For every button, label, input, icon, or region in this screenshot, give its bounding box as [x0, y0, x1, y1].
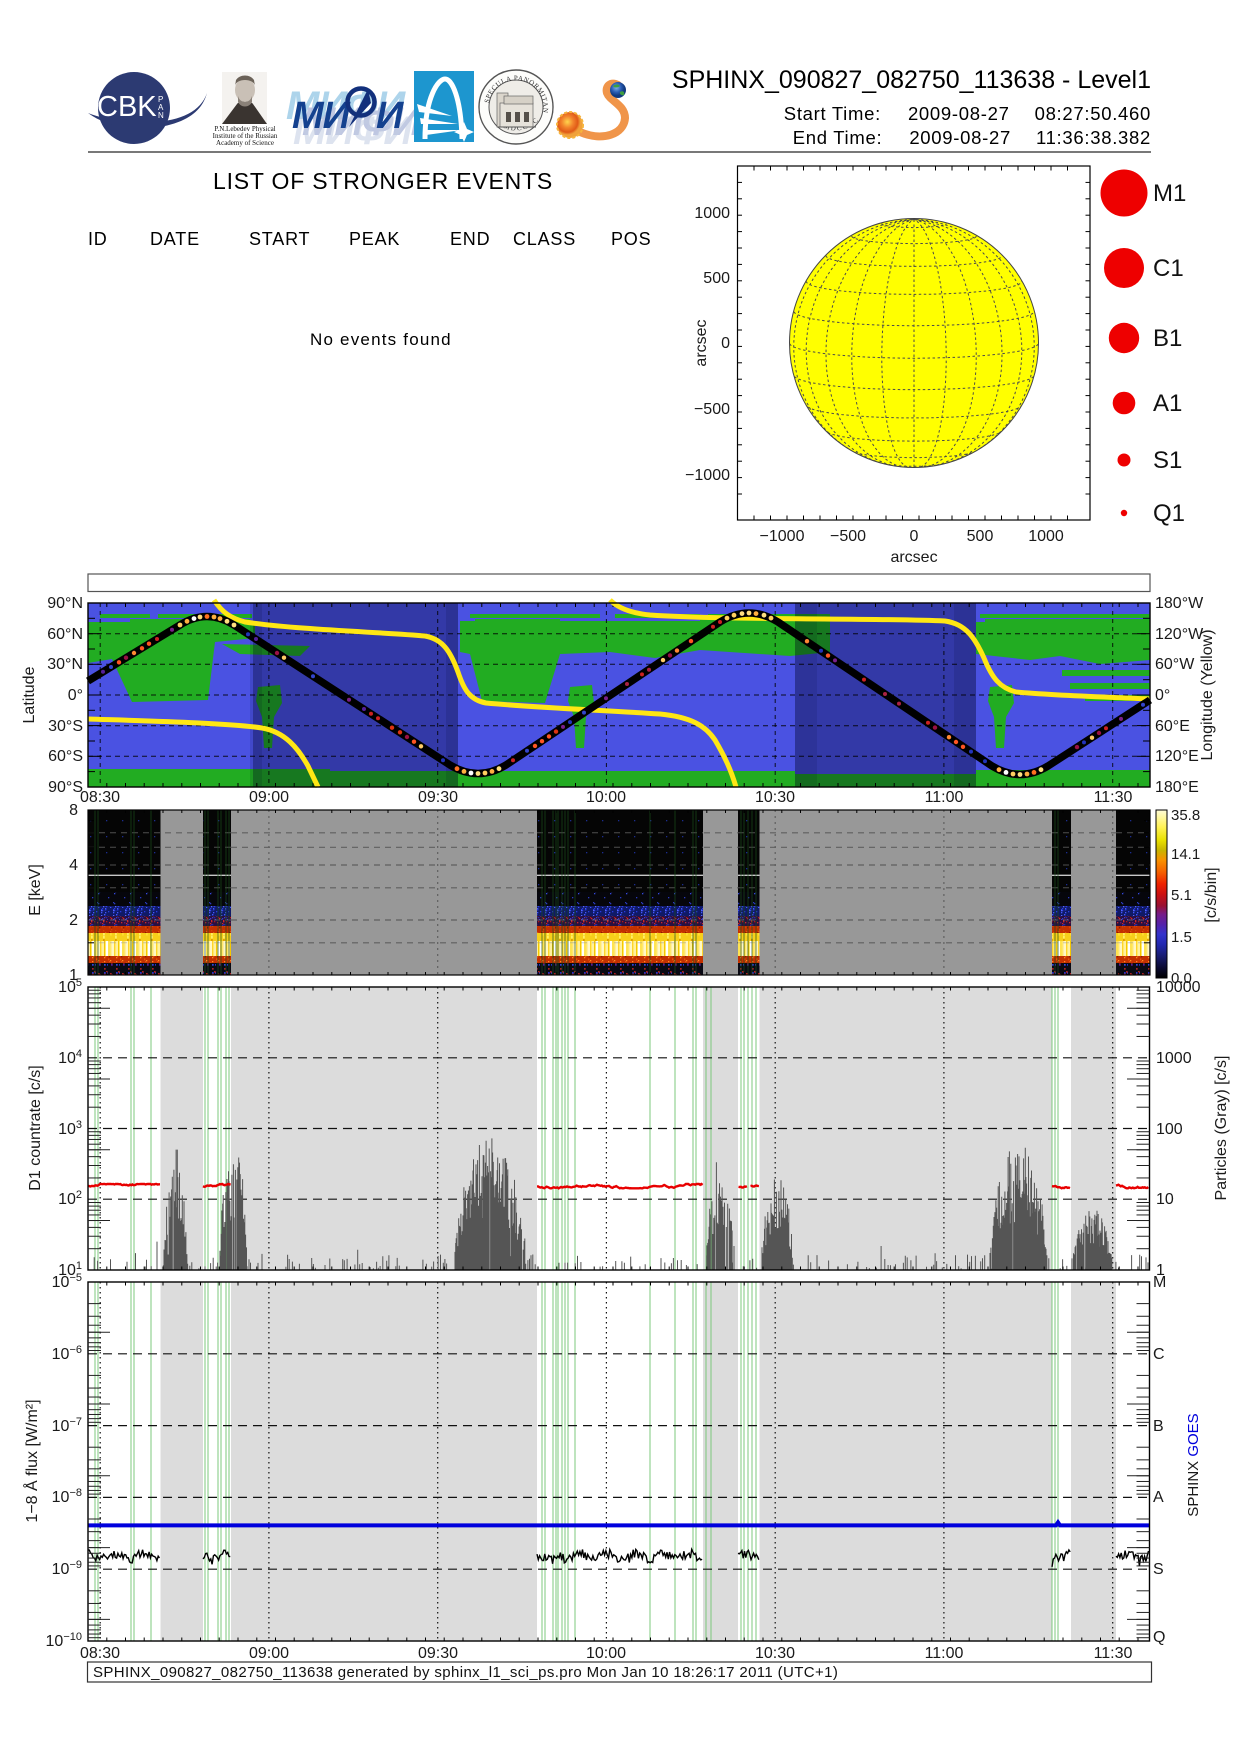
svg-text:A1: A1 — [1153, 390, 1182, 417]
svg-text:P: P — [158, 95, 163, 104]
svg-text:09:00: 09:00 — [249, 1645, 289, 1662]
svg-text:120°E: 120°E — [1155, 748, 1199, 765]
svg-text:0: 0 — [721, 335, 730, 352]
svg-text:10:00: 10:00 — [586, 1645, 626, 1662]
svg-text:0.0: 0.0 — [1171, 970, 1192, 987]
svg-text:08:30: 08:30 — [80, 789, 120, 806]
svg-text:4: 4 — [69, 857, 78, 874]
svg-text:100: 100 — [1156, 1121, 1183, 1138]
svg-text:0: 0 — [910, 528, 919, 545]
svg-text:8: 8 — [69, 802, 78, 819]
svg-text:Academy of Science: Academy of Science — [216, 139, 274, 147]
svg-text:500: 500 — [967, 528, 994, 545]
svg-text:180°E: 180°E — [1155, 779, 1199, 796]
svg-text:10:30: 10:30 — [755, 789, 795, 806]
svg-text:1: 1 — [1156, 1262, 1165, 1279]
svg-text:0°: 0° — [1155, 687, 1170, 704]
svg-text:[c/s/bin]: [c/s/bin] — [1203, 867, 1220, 922]
svg-text:Q: Q — [1153, 1629, 1165, 1646]
svg-text:180°W: 180°W — [1155, 595, 1204, 612]
svg-text:SPHINX_090827_082750_113638 ge: SPHINX_090827_082750_113638 generated by… — [93, 1664, 838, 1681]
svg-text:14.1: 14.1 — [1171, 846, 1200, 863]
svg-text:Particles (Gray) [c/s]: Particles (Gray) [c/s] — [1213, 1056, 1230, 1201]
svg-text:09:00: 09:00 — [249, 789, 289, 806]
svg-text:10−6: 10−6 — [52, 1344, 82, 1363]
svg-text:arcsec: arcsec — [693, 319, 710, 366]
svg-text:102: 102 — [58, 1189, 82, 1208]
svg-text:Latitude: Latitude — [21, 666, 38, 723]
svg-text:90°S: 90°S — [48, 779, 83, 796]
svg-text:103: 103 — [58, 1119, 82, 1138]
svg-text:10−10: 10−10 — [46, 1631, 82, 1650]
svg-text:−500: −500 — [694, 401, 730, 418]
svg-text:60°S: 60°S — [48, 748, 83, 765]
svg-text:105: 105 — [58, 977, 82, 996]
svg-text:2: 2 — [69, 912, 78, 929]
svg-text:N: N — [158, 111, 164, 120]
svg-text:1.5: 1.5 — [1171, 929, 1192, 946]
svg-text:104: 104 — [58, 1048, 82, 1067]
svg-text:1000: 1000 — [1028, 528, 1064, 545]
svg-text:5.1: 5.1 — [1171, 887, 1192, 904]
svg-text:S: S — [1153, 1561, 1164, 1578]
svg-text:D1 countrate [c/s]: D1 countrate [c/s] — [27, 1065, 44, 1190]
svg-text:M1: M1 — [1153, 180, 1186, 207]
svg-text:−1000: −1000 — [685, 467, 730, 484]
svg-text:C: C — [1153, 1346, 1165, 1363]
svg-text:A: A — [1153, 1489, 1164, 1506]
svg-text:МИФИ: МИФИ — [293, 109, 413, 153]
svg-text:10−5: 10−5 — [52, 1272, 82, 1291]
svg-text:Institute of the Russian: Institute of the Russian — [213, 132, 278, 140]
svg-text:10−9: 10−9 — [52, 1559, 82, 1578]
svg-text:11:00: 11:00 — [925, 1645, 964, 1662]
svg-text:Longitude (Yellow): Longitude (Yellow) — [1199, 629, 1216, 760]
svg-text:35.8: 35.8 — [1171, 807, 1200, 824]
svg-text:90°N: 90°N — [47, 595, 83, 612]
svg-text:И: И — [376, 95, 404, 137]
svg-text:60°E: 60°E — [1155, 718, 1190, 735]
svg-text:11:30: 11:30 — [1094, 789, 1133, 806]
svg-text:0°: 0° — [68, 687, 83, 704]
svg-text:500: 500 — [703, 270, 730, 287]
svg-text:A: A — [158, 103, 164, 112]
svg-text:1000: 1000 — [1156, 1050, 1192, 1067]
svg-text:30°S: 30°S — [48, 718, 83, 735]
svg-text:МИ: МИ — [292, 95, 351, 137]
svg-text:10:00: 10:00 — [586, 789, 626, 806]
svg-text:P.N.Lebedev Physical: P.N.Lebedev Physical — [214, 125, 275, 133]
svg-text:B: B — [1153, 1418, 1164, 1435]
svg-text:−500: −500 — [830, 528, 866, 545]
svg-text:1: 1 — [69, 967, 78, 984]
svg-text:CBK: CBK — [97, 91, 157, 123]
svg-text:30°N: 30°N — [47, 656, 83, 673]
svg-text:09:30: 09:30 — [418, 1645, 458, 1662]
svg-text:10−7: 10−7 — [52, 1416, 82, 1435]
svg-text:60°N: 60°N — [47, 626, 83, 643]
svg-text:10:30: 10:30 — [755, 1645, 795, 1662]
svg-text:11:30: 11:30 — [1094, 1645, 1133, 1662]
svg-text:1−8 Å flux [W/m²]: 1−8 Å flux [W/m²] — [22, 1399, 41, 1522]
svg-text:120°W: 120°W — [1155, 626, 1204, 643]
svg-text:Q1: Q1 — [1153, 500, 1185, 527]
svg-text:C1: C1 — [1153, 255, 1184, 282]
svg-text:60°W: 60°W — [1155, 656, 1195, 673]
svg-text:1000: 1000 — [694, 205, 730, 222]
svg-text:M: M — [1153, 1274, 1166, 1291]
svg-text:E [keV]: E [keV] — [27, 864, 44, 916]
svg-text:10000: 10000 — [1156, 979, 1201, 996]
svg-text:09:30: 09:30 — [418, 789, 458, 806]
svg-text:S1: S1 — [1153, 447, 1182, 474]
svg-text:08:30: 08:30 — [80, 1645, 120, 1662]
svg-text:10−8: 10−8 — [52, 1487, 82, 1506]
svg-text:11:00: 11:00 — [925, 789, 964, 806]
svg-text:B1: B1 — [1153, 325, 1182, 352]
svg-text:10: 10 — [1156, 1191, 1174, 1208]
svg-text:arcsec: arcsec — [890, 549, 937, 566]
svg-text:−1000: −1000 — [760, 528, 805, 545]
svg-text:SPHINX GOES: SPHINX GOES — [1185, 1413, 1202, 1516]
